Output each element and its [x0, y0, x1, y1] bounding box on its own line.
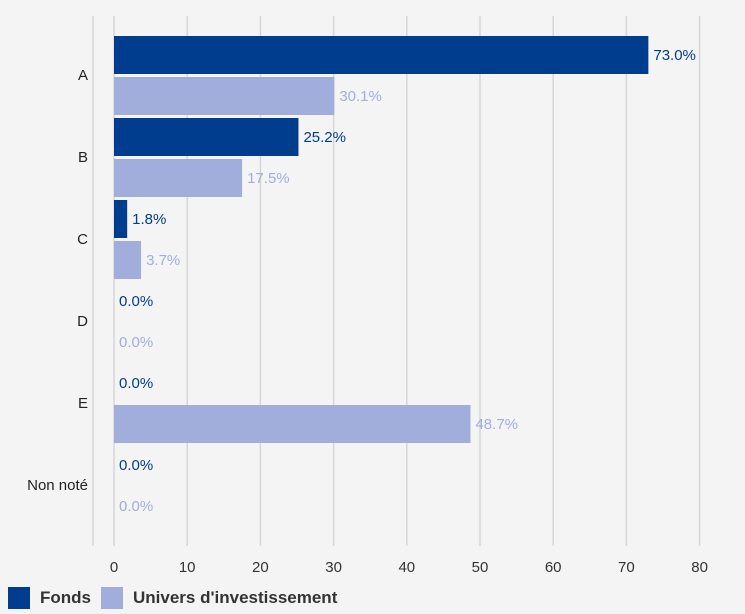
bar-univers-2: [114, 241, 142, 279]
bar-fonds-0: [114, 36, 649, 74]
data-label-fonds-4: 0.0%: [119, 375, 153, 392]
data-label-fonds-0: 73.0%: [653, 47, 696, 64]
legend-label-fonds: Fonds: [40, 588, 91, 607]
legend-item-fonds: Fonds: [8, 587, 91, 609]
x-tick-label-3: 30: [325, 559, 342, 576]
data-label-fonds-2: 1.8%: [132, 211, 166, 228]
data-label-fonds-1: 25.2%: [303, 129, 346, 146]
data-label-univers-3: 0.0%: [119, 334, 153, 351]
x-tick-label-2: 20: [252, 559, 269, 576]
x-tick-label-1: 10: [179, 559, 196, 576]
category-label-5: Non noté: [27, 477, 88, 494]
data-label-fonds-5: 0.0%: [119, 457, 153, 474]
x-tick-label-8: 80: [691, 559, 708, 576]
category-label-2: C: [77, 231, 88, 248]
x-tick-label-5: 50: [472, 559, 489, 576]
data-label-univers-1: 17.5%: [247, 170, 290, 187]
x-tick-label-0: 0: [110, 559, 118, 576]
data-label-univers-0: 30.1%: [339, 88, 382, 105]
category-label-3: D: [77, 313, 88, 330]
bar-univers-0: [114, 77, 335, 115]
legend-item-univers: Univers d'investissement: [101, 587, 337, 609]
bar-univers-1: [114, 159, 243, 197]
bar-univers-4: [114, 405, 471, 443]
data-label-univers-4: 48.7%: [475, 416, 518, 433]
category-label-4: E: [78, 395, 88, 412]
legend-label-univers: Univers d'investissement: [133, 588, 338, 607]
chart-canvas: 0 10 20 30 40 50 60 70 80 A 73.0% 30.1% B 25.2% 17.5% C…: [27, 16, 708, 576]
bar-fonds-1: [114, 118, 299, 156]
legend-swatch-univers: [101, 587, 123, 609]
data-label-univers-5: 0.0%: [119, 498, 153, 515]
x-tick-label-4: 40: [398, 559, 415, 576]
x-tick-label-7: 70: [618, 559, 635, 576]
data-label-fonds-3: 0.0%: [119, 293, 153, 310]
bar-fonds-2: [114, 200, 128, 238]
x-tick-label-6: 60: [545, 559, 562, 576]
legend-swatch-fonds: [8, 587, 30, 609]
data-label-univers-2: 3.7%: [146, 252, 180, 269]
category-label-1: B: [78, 149, 88, 166]
category-label-0: A: [78, 67, 88, 84]
chart-legend: Fonds Univers d'investissement: [8, 586, 337, 610]
